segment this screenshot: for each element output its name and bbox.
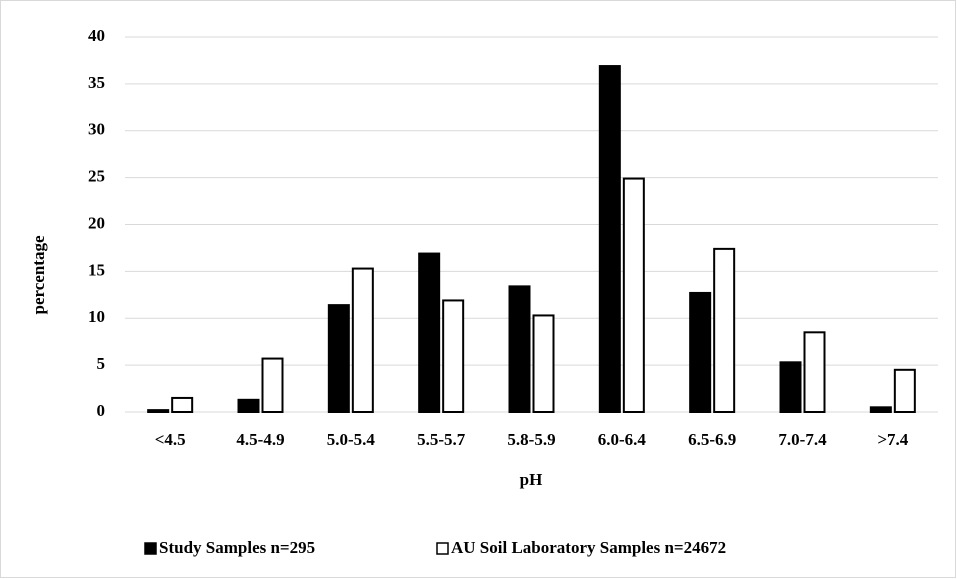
x-tick-label: 4.5-4.9 <box>236 430 284 449</box>
y-axis-label: percentage <box>29 235 48 314</box>
x-axis-label: pH <box>520 470 543 489</box>
x-tick-label: <4.5 <box>155 430 186 449</box>
bar <box>779 361 802 413</box>
bar <box>237 398 260 413</box>
y-tick-label: 15 <box>88 260 105 279</box>
y-tick-label: 20 <box>88 213 105 232</box>
y-tick-label: 5 <box>97 354 106 373</box>
x-tick-label: 5.8-5.9 <box>507 430 555 449</box>
y-tick-label: 10 <box>88 307 105 326</box>
bar <box>869 406 892 413</box>
bar <box>418 252 441 413</box>
x-tick-label: 6.0-6.4 <box>598 430 647 449</box>
y-tick-label: 0 <box>97 401 106 420</box>
x-tick-label: 6.5-6.9 <box>688 430 736 449</box>
bar <box>598 65 621 413</box>
bar <box>442 299 465 413</box>
y-tick-label: 40 <box>88 26 105 45</box>
x-tick-label: 5.0-5.4 <box>327 430 376 449</box>
bar <box>622 177 645 413</box>
bar <box>508 285 531 413</box>
y-tick-label: 30 <box>88 120 105 139</box>
bar <box>893 368 916 413</box>
bar <box>147 409 170 413</box>
bar <box>351 267 374 413</box>
legend-marker <box>144 542 157 555</box>
legend-label: Study Samples n=295 <box>159 538 315 557</box>
x-tick-label: 7.0-7.4 <box>778 430 827 449</box>
bar <box>532 314 555 413</box>
bar <box>803 331 826 413</box>
legend-label: AU Soil Laboratory Samples n=24672 <box>451 538 726 557</box>
x-tick-label: >7.4 <box>877 430 908 449</box>
y-tick-label: 25 <box>88 167 105 186</box>
bar <box>713 247 736 413</box>
x-tick-label: 5.5-5.7 <box>417 430 466 449</box>
bar <box>689 291 712 413</box>
bar <box>327 304 350 413</box>
y-tick-label: 35 <box>88 73 105 92</box>
legend-marker <box>436 542 449 555</box>
bar <box>261 357 284 413</box>
bar <box>171 396 194 413</box>
